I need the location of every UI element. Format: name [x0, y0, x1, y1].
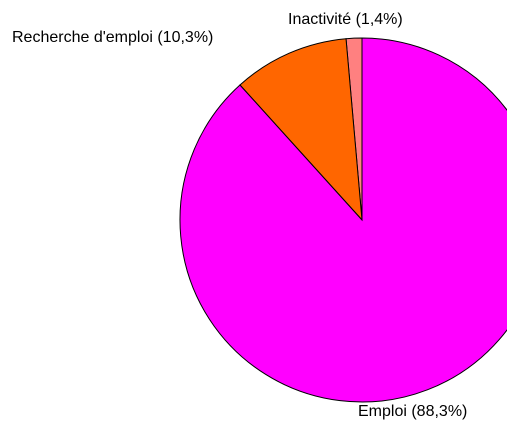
pie-slice — [179, 37, 507, 403]
slice-label: Inactivité (1,4%) — [288, 11, 403, 28]
slice-label: Recherche d'emploi (10,3%) — [12, 29, 213, 46]
slice-label: Emploi (88,3%) — [358, 403, 467, 420]
pie-slice — [239, 38, 363, 222]
